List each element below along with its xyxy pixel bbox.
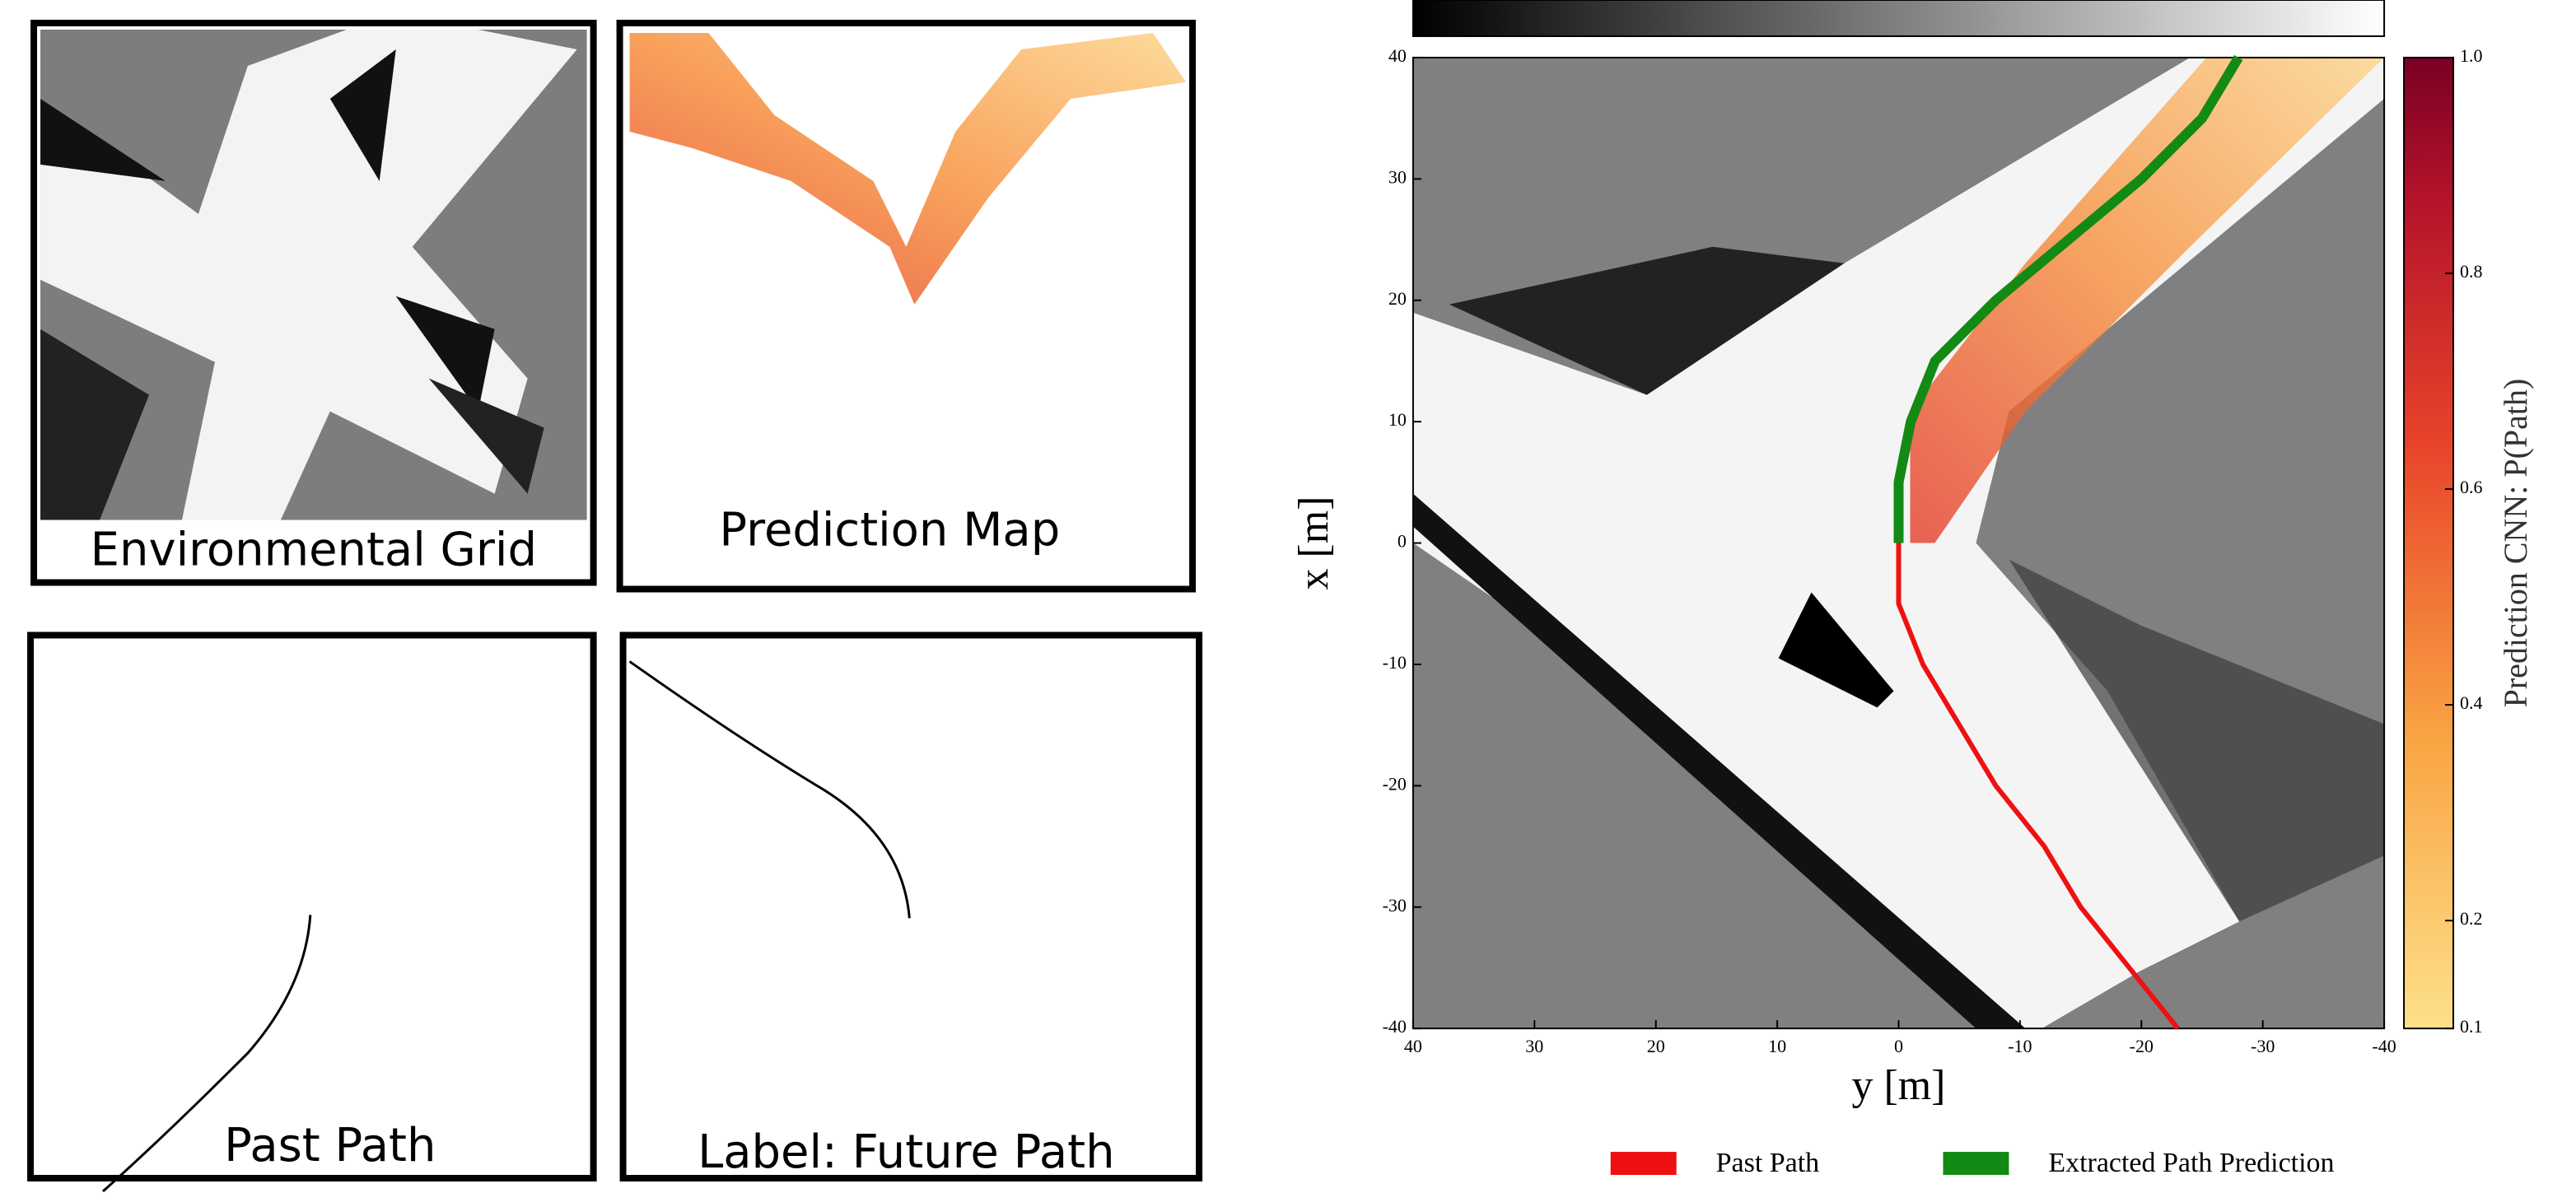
top-bar — [1413, 0, 2384, 36]
y-tick-label: -30 — [1383, 895, 1407, 916]
colorbar-tick-label: 1.0 — [2460, 45, 2482, 66]
y-tick-label: -40 — [1383, 1016, 1407, 1037]
x-tick-label: -30 — [2251, 1036, 2275, 1056]
figure: Environmental Grid Prediction Map Past P… — [0, 0, 2576, 1193]
y-tick-label: 0 — [1398, 531, 1407, 552]
x-tick-label: -10 — [2008, 1036, 2032, 1056]
legend-swatch — [1943, 1152, 2009, 1175]
y-tick-label: -20 — [1383, 773, 1407, 794]
x-tick-label: 20 — [1647, 1036, 1665, 1056]
legend-swatch — [1611, 1152, 1677, 1175]
colorbar-label: Prediction CNN: P(Path) — [2497, 379, 2534, 708]
legend-label: Past Path — [1716, 1148, 1820, 1178]
y-tick-label: 30 — [1388, 166, 1407, 187]
y-tick-label: 10 — [1388, 409, 1407, 430]
x-axis-label: y [m] — [1851, 1062, 1945, 1109]
panel-label: Environmental Grid — [91, 524, 537, 577]
colorbar-tick-label: 0.1 — [2460, 1016, 2482, 1037]
colorbar-tick-label: 0.6 — [2460, 477, 2482, 497]
panel-future-path — [623, 635, 1200, 1178]
y-axis-label: x [m] — [1290, 496, 1337, 590]
y-tick-label: -10 — [1383, 652, 1407, 673]
panel-past-path — [30, 635, 594, 1191]
panel-label: Prediction Map — [719, 504, 1060, 557]
x-tick-label: 0 — [1894, 1036, 1903, 1056]
x-tick-label: 30 — [1525, 1036, 1543, 1056]
y-tick-label: 40 — [1388, 45, 1407, 66]
colorbar-tick-label: 0.2 — [2460, 908, 2482, 929]
panel-label: Label: Future Path — [698, 1125, 1114, 1179]
legend-label: Extracted Path Prediction — [2048, 1148, 2334, 1178]
x-tick-label: 10 — [1768, 1036, 1786, 1056]
y-tick-label: 20 — [1388, 288, 1407, 309]
panel-environmental-grid — [34, 23, 594, 583]
x-tick-label: -40 — [2372, 1036, 2396, 1056]
colorbar — [2404, 58, 2453, 1028]
x-tick-label: 40 — [1404, 1036, 1422, 1056]
colorbar-tick-label: 0.4 — [2460, 692, 2482, 713]
colorbar-tick-label: 0.8 — [2460, 261, 2482, 282]
x-tick-label: -20 — [2130, 1036, 2154, 1056]
panel-label: Past Path — [224, 1119, 436, 1172]
